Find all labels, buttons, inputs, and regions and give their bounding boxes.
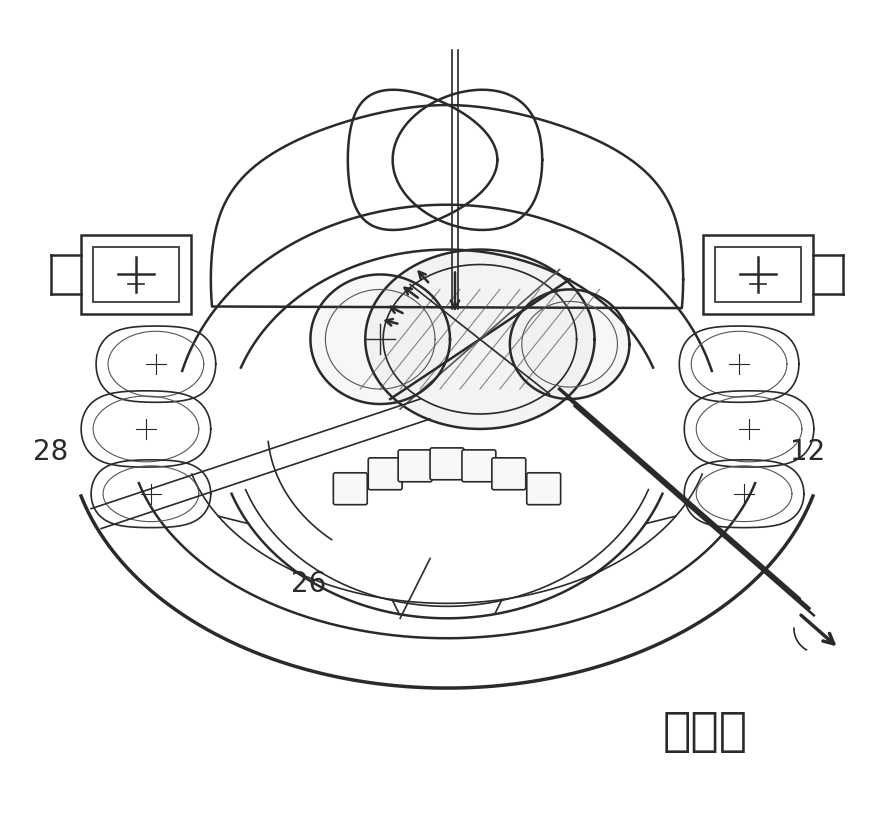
Bar: [704, 235, 813, 315]
FancyBboxPatch shape: [492, 458, 526, 490]
Polygon shape: [366, 250, 595, 430]
FancyBboxPatch shape: [430, 448, 464, 480]
FancyBboxPatch shape: [368, 458, 402, 490]
FancyBboxPatch shape: [333, 474, 367, 505]
FancyBboxPatch shape: [527, 474, 561, 505]
Text: 28: 28: [33, 437, 68, 465]
Polygon shape: [510, 290, 629, 400]
Text: 12: 12: [790, 437, 825, 465]
Bar: [715, 248, 801, 303]
FancyBboxPatch shape: [398, 450, 432, 482]
FancyBboxPatch shape: [462, 450, 496, 482]
Text: 负压源: 负压源: [662, 710, 748, 754]
Text: 26: 26: [291, 569, 326, 597]
Bar: [81, 235, 190, 315]
Polygon shape: [310, 275, 450, 405]
Bar: [93, 248, 179, 303]
